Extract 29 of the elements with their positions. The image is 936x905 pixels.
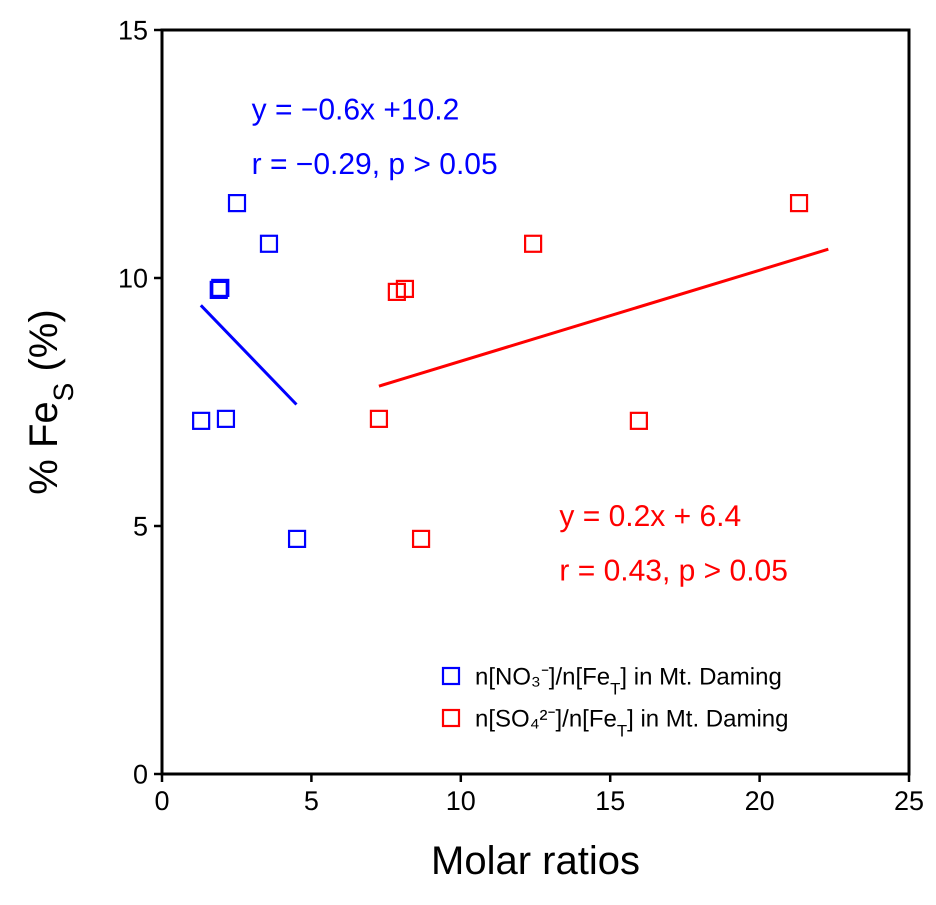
annotation: r = −0.29, p > 0.05 xyxy=(252,148,498,181)
x-tick-label: 10 xyxy=(446,786,476,816)
legend-label: n[SO₄²⁻]/n[Fe$_{T}$] in Mt. Daming xyxy=(475,705,788,740)
point xyxy=(396,280,414,298)
point xyxy=(192,412,210,430)
annotation: r = 0.43, p > 0.05 xyxy=(559,554,788,588)
x-axis-title: Molar ratios xyxy=(431,839,640,883)
annotation: y = 0.2x + 6.4 xyxy=(559,500,742,533)
point xyxy=(288,530,306,548)
point xyxy=(790,194,808,212)
x-tick-label: 25 xyxy=(894,786,924,816)
y-tick-label: 0 xyxy=(132,759,148,790)
x-tick-label: 5 xyxy=(304,786,319,816)
point xyxy=(216,410,236,428)
x-tick-label: 0 xyxy=(154,786,170,816)
point xyxy=(370,410,388,428)
x-tick-label: 15 xyxy=(595,786,626,816)
y-tick-label: 15 xyxy=(118,15,148,46)
point xyxy=(412,530,430,548)
y-tick-label: 5 xyxy=(132,511,148,542)
legend-label: n[NO₃⁻]/n[Fe$_{T}$] in Mt. Daming xyxy=(475,663,782,698)
point xyxy=(388,282,406,301)
point xyxy=(260,234,278,253)
x-tick-label: 20 xyxy=(744,786,775,816)
point xyxy=(524,234,542,253)
point xyxy=(228,194,246,212)
annotation: y = −0.6x +10.2 xyxy=(252,93,460,126)
y-tick-label: 10 xyxy=(118,263,148,294)
point xyxy=(630,412,648,430)
